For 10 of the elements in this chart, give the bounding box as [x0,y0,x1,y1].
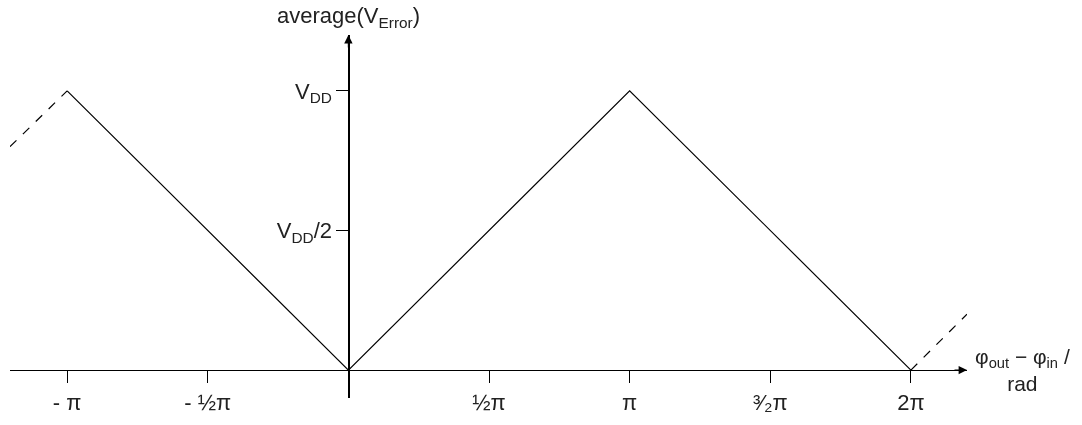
annotation: V$_{DD}$ [295,78,332,107]
y-axis-title: average(V$_{Error}$) [277,3,421,31]
text: φ$_{out}$ − φ$_{in}$ / rad [975,345,1070,396]
x-tick-label: ³⁄₂π [752,389,788,415]
x-tick-label: - ½π [184,389,232,415]
x-tick-label: ½π [472,389,506,415]
x-tick-label: 2π [897,389,925,415]
x-tick-label: π [622,389,638,415]
annotation: V$_{DD}$/2 [276,218,332,246]
x-tick-label: - π [52,389,82,415]
